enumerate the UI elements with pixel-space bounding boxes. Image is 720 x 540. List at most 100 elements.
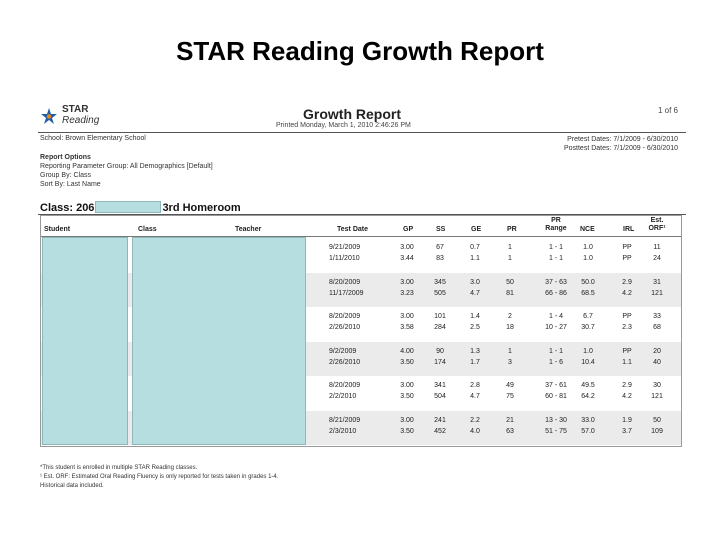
col-pr-range: PR Range <box>544 217 568 233</box>
cell-pr: 1 <box>508 244 512 251</box>
cell-irl: 3.7 <box>622 427 632 435</box>
report-option-line: Sort By: Last Name <box>40 181 101 188</box>
cell-pr: 2 <box>508 313 512 320</box>
cell-gp: 3.00 <box>400 278 414 286</box>
cell-test-date: 8/21/2009 <box>329 416 361 424</box>
cell-ss: 284 <box>434 324 446 331</box>
cell-pr-range: 1 - 4 <box>548 313 563 320</box>
cell-gp: 3.23 <box>400 289 414 297</box>
cell-ge: 2.5 <box>470 324 480 331</box>
class-prefix: Class: 206 <box>40 202 95 214</box>
cell-pr-range: 51 - 75 <box>545 427 567 435</box>
cell-pr-range: 37 - 61 <box>545 382 567 389</box>
logo-line1: STAR <box>62 104 89 115</box>
growth-table: Student Class Teacher Test Date GP SS GE… <box>40 215 682 447</box>
cell-nce: 68.5 <box>581 289 595 297</box>
cell-ss: 345 <box>434 278 446 286</box>
cell-gp: 3.00 <box>400 382 414 389</box>
footnote: *This student is enrolled in multiple ST… <box>40 465 198 471</box>
cell-irl: 2.3 <box>622 324 632 331</box>
cell-est-orf: 68 <box>653 324 661 331</box>
class-suffix: 3rd Homeroom <box>162 202 241 214</box>
cell-est-orf: 121 <box>651 289 663 297</box>
cell-est-orf: 31 <box>653 278 661 286</box>
cell-est-orf: 109 <box>651 427 663 435</box>
star-reading-logo: STAR Reading <box>40 104 110 130</box>
cell-ge: 4.0 <box>470 427 480 435</box>
cell-ss: 452 <box>434 427 446 435</box>
cell-pr-range: 1 - 6 <box>548 358 563 366</box>
cell-ge: 4.7 <box>470 289 480 297</box>
cell-ge: 1.1 <box>470 255 480 262</box>
cell-test-date: 2/26/2010 <box>329 358 361 366</box>
cell-est-orf: 121 <box>651 393 663 400</box>
report-option-line: Reporting Parameter Group: All Demograph… <box>40 163 213 170</box>
cell-ss: 83 <box>436 255 444 262</box>
pretest-dates: Pretest Dates: 7/1/2009 - 6/30/2010 <box>567 136 678 143</box>
cell-pr: 75 <box>506 393 514 400</box>
cell-irl: PP <box>622 255 632 262</box>
cell-irl: 4.2 <box>622 289 632 297</box>
col-ss: SS <box>436 226 446 233</box>
cell-ge: 2.8 <box>470 382 480 389</box>
cell-test-date: 2/26/2010 <box>329 324 361 331</box>
redaction-block <box>132 237 306 445</box>
cell-ge: 1.3 <box>470 347 480 355</box>
col-teacher: Teacher <box>235 226 262 233</box>
posttest-dates: Posttest Dates: 7/1/2009 - 6/30/2010 <box>563 145 678 152</box>
cell-ss: 241 <box>434 416 446 424</box>
cell-gp: 3.44 <box>400 255 414 262</box>
col-est-orf-line2: ORF¹ <box>648 225 666 232</box>
cell-test-date: 8/20/2009 <box>329 278 361 286</box>
cell-test-date: 2/3/2010 <box>329 427 357 435</box>
cell-irl: 1.1 <box>622 358 632 366</box>
cell-est-orf: 50 <box>653 416 661 424</box>
cell-nce: 64.2 <box>581 393 595 400</box>
cell-ss: 504 <box>434 393 446 400</box>
report-option-line: Group By: Class <box>40 172 91 179</box>
cell-pr: 1 <box>508 255 512 262</box>
printed-timestamp: Printed Monday, March 1, 2010 2:46:26 PM <box>276 122 411 129</box>
cell-pr-range: 1 - 1 <box>548 255 563 262</box>
cell-irl: 2.9 <box>622 278 632 286</box>
cell-gp: 4.00 <box>400 347 414 355</box>
cell-ss: 67 <box>436 244 444 251</box>
cell-est-orf: 24 <box>653 255 661 262</box>
cell-test-date: 1/11/2010 <box>329 255 360 262</box>
school-name: School: Brown Elementary School <box>40 135 146 142</box>
cell-nce: 6.7 <box>583 313 593 320</box>
table-row: 8/20/2009 2/2/2010 3.00 3.50 341 504 2.8 4.7 49 7… <box>41 376 681 410</box>
col-ge: GE <box>471 226 482 233</box>
table-row: 8/20/2009 2/26/2010 3.00 3.58 101 284 1.4 2.5 2 1… <box>41 307 681 341</box>
class-divider <box>38 214 686 215</box>
cell-ge: 1.7 <box>470 358 480 366</box>
cell-nce: 1.0 <box>583 347 593 355</box>
cell-test-date: 11/17/2009 <box>329 289 364 297</box>
cell-pr-range: 10 - 27 <box>545 324 567 331</box>
cell-ss: 341 <box>434 382 446 389</box>
cell-test-date: 2/2/2010 <box>329 393 357 400</box>
col-nce: NCE <box>580 226 595 233</box>
cell-gp: 3.00 <box>400 313 414 320</box>
cell-ss: 174 <box>434 358 446 366</box>
col-student: Student <box>44 226 71 233</box>
col-gp: GP <box>403 226 414 233</box>
cell-test-date: 8/20/2009 <box>329 313 361 320</box>
cell-gp: 3.50 <box>400 358 414 366</box>
cell-pr: 81 <box>506 289 514 297</box>
cell-irl: 2.9 <box>622 382 632 389</box>
redaction-block <box>95 201 162 213</box>
cell-test-date: 9/21/2009 <box>329 244 361 251</box>
table-row: 9/21/2009 1/11/2010 3.00 3.44 67 83 0.7 1.1 1 1 1 … <box>41 238 681 272</box>
cell-ss: 505 <box>434 289 446 297</box>
col-irl: IRL <box>623 226 635 233</box>
cell-nce: 1.0 <box>583 255 593 262</box>
growth-report: STAR Reading Growth Report Printed Monda… <box>38 100 686 500</box>
cell-irl: PP <box>622 244 632 251</box>
cell-pr-range: 60 - 81 <box>545 393 567 400</box>
cell-nce: 1.0 <box>583 244 593 251</box>
cell-gp: 3.00 <box>400 416 414 424</box>
cell-irl: PP <box>622 347 632 355</box>
report-title: Growth Report <box>303 106 401 122</box>
cell-pr: 63 <box>506 427 514 435</box>
